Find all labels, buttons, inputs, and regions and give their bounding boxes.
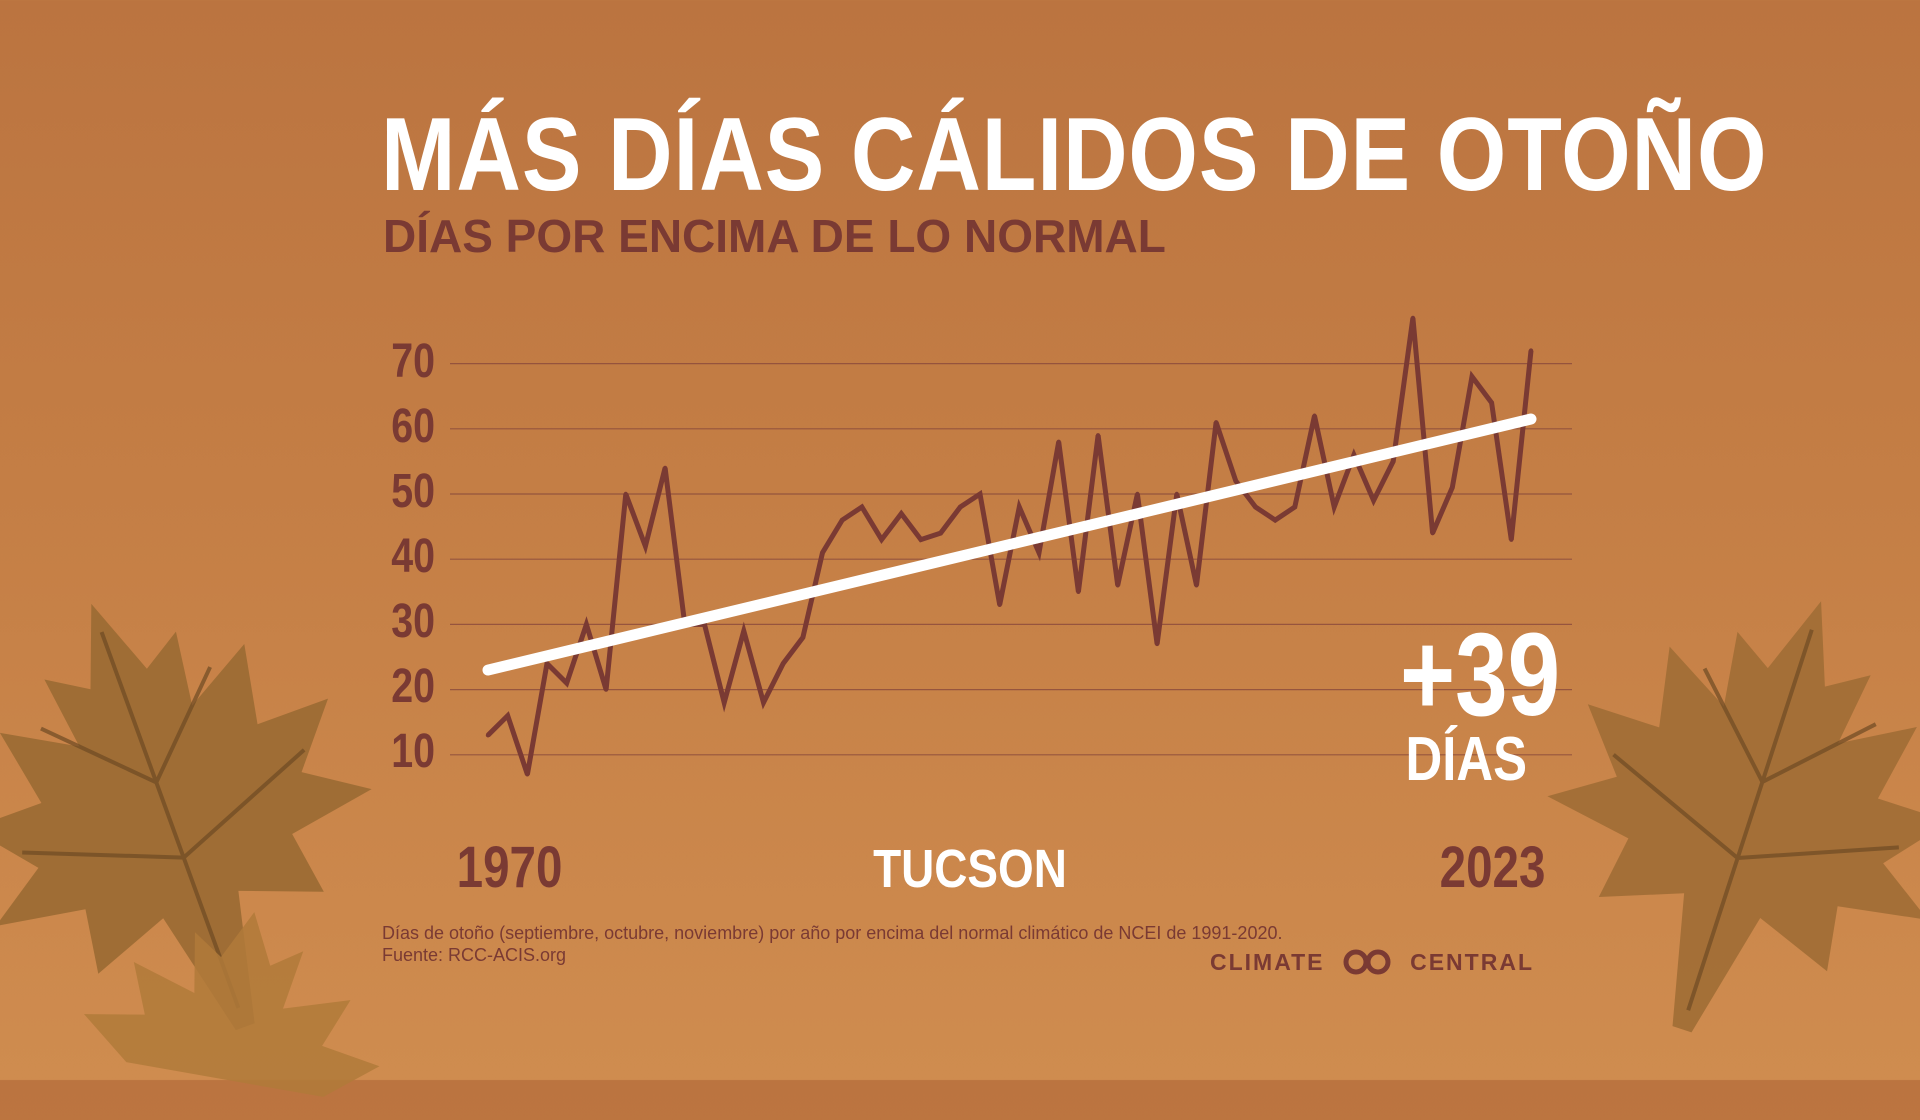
data-point-1993 <box>938 530 943 536</box>
page-title: MÁS DÍAS CÁLIDOS DE OTOÑO <box>381 97 1768 213</box>
data-point-2010 <box>1272 517 1278 523</box>
data-point-2016 <box>1391 459 1396 464</box>
data-point-1971 <box>505 713 510 718</box>
data-point-2007 <box>1213 420 1219 425</box>
data-point-1986 <box>800 635 806 640</box>
series-points <box>485 315 1534 777</box>
data-point-1985 <box>780 661 786 666</box>
page-subtitle: DÍAS POR ENCIMA DE LO NORMAL <box>383 210 1166 262</box>
data-point-2017 <box>1410 315 1416 321</box>
y-tick-label: 50 <box>391 465 435 518</box>
x-label-end-year: 2023 <box>1439 835 1546 900</box>
data-point-2015 <box>1371 498 1376 503</box>
data-point-1987 <box>820 550 825 555</box>
data-point-2004 <box>1154 641 1160 647</box>
climate-central-logo-icon <box>1343 949 1391 975</box>
data-point-1983 <box>741 628 747 634</box>
data-point-2008 <box>1233 478 1239 484</box>
data-point-1984 <box>761 700 766 705</box>
data-point-2011 <box>1292 504 1298 510</box>
data-point-1975 <box>584 622 589 627</box>
line-chart <box>450 315 1572 777</box>
data-point-1973 <box>544 661 550 666</box>
data-point-1974 <box>564 680 569 686</box>
data-point-2006 <box>1194 583 1199 588</box>
data-point-1998 <box>1036 550 1042 555</box>
data-point-2005 <box>1174 491 1179 497</box>
data-point-1972 <box>525 772 530 777</box>
footnote: Días de otoño (septiembre, octubre, novi… <box>382 923 1283 943</box>
data-point-1990 <box>879 537 884 542</box>
callout-unit: DÍAS <box>1405 725 1528 794</box>
source-note: Fuente: RCC-ACIS.org <box>382 945 567 965</box>
data-point-1991 <box>899 511 904 516</box>
y-tick-label: 60 <box>391 400 435 453</box>
data-point-1982 <box>721 700 727 705</box>
trend-line <box>482 413 1537 676</box>
data-point-1970 <box>485 733 491 738</box>
brand-logo: CLIMATE CENTRAL <box>1210 948 1534 976</box>
brand-text-left: CLIMATE <box>1210 948 1325 975</box>
data-point-2020 <box>1469 374 1475 379</box>
maple-leaf-left-icon <box>0 603 372 1031</box>
data-point-1977 <box>623 491 628 497</box>
data-point-2018 <box>1430 530 1435 536</box>
chart-gridlines <box>450 363 1572 756</box>
data-point-1988 <box>840 517 845 523</box>
maple-leaf-right-icon <box>1547 601 1920 1033</box>
brand-text-right: CENTRAL <box>1410 948 1534 975</box>
data-point-2013 <box>1332 504 1337 510</box>
data-point-1994 <box>958 504 963 510</box>
data-point-1978 <box>643 543 648 549</box>
data-point-2003 <box>1135 491 1140 497</box>
y-tick-label: 10 <box>391 725 435 778</box>
data-point-2012 <box>1312 413 1317 418</box>
data-point-1996 <box>997 602 1002 608</box>
data-point-1976 <box>603 687 609 692</box>
data-point-2002 <box>1115 583 1120 588</box>
data-point-2009 <box>1253 504 1258 510</box>
data-point-1979 <box>662 465 668 471</box>
y-tick-label: 40 <box>391 530 435 583</box>
data-point-1995 <box>977 491 983 497</box>
data-point-2023 <box>1528 348 1534 353</box>
data-point-2000 <box>1076 589 1081 594</box>
callout-value: +39 <box>1400 609 1561 741</box>
y-tick-label: 20 <box>391 660 435 713</box>
data-point-1989 <box>859 504 865 510</box>
data-point-2021 <box>1489 400 1494 405</box>
y-tick-label: 30 <box>391 595 435 648</box>
y-tick-label: 70 <box>391 335 435 388</box>
x-label-start-year: 1970 <box>456 835 563 900</box>
maple-leaf-left-bottom-icon <box>84 912 380 1097</box>
data-point-1997 <box>1017 504 1022 510</box>
data-point-2019 <box>1450 485 1455 490</box>
data-point-1999 <box>1056 439 1061 445</box>
data-point-1992 <box>918 537 924 542</box>
data-point-2022 <box>1509 537 1514 542</box>
data-point-2001 <box>1095 433 1101 438</box>
city-label: TUCSON <box>873 839 1067 899</box>
